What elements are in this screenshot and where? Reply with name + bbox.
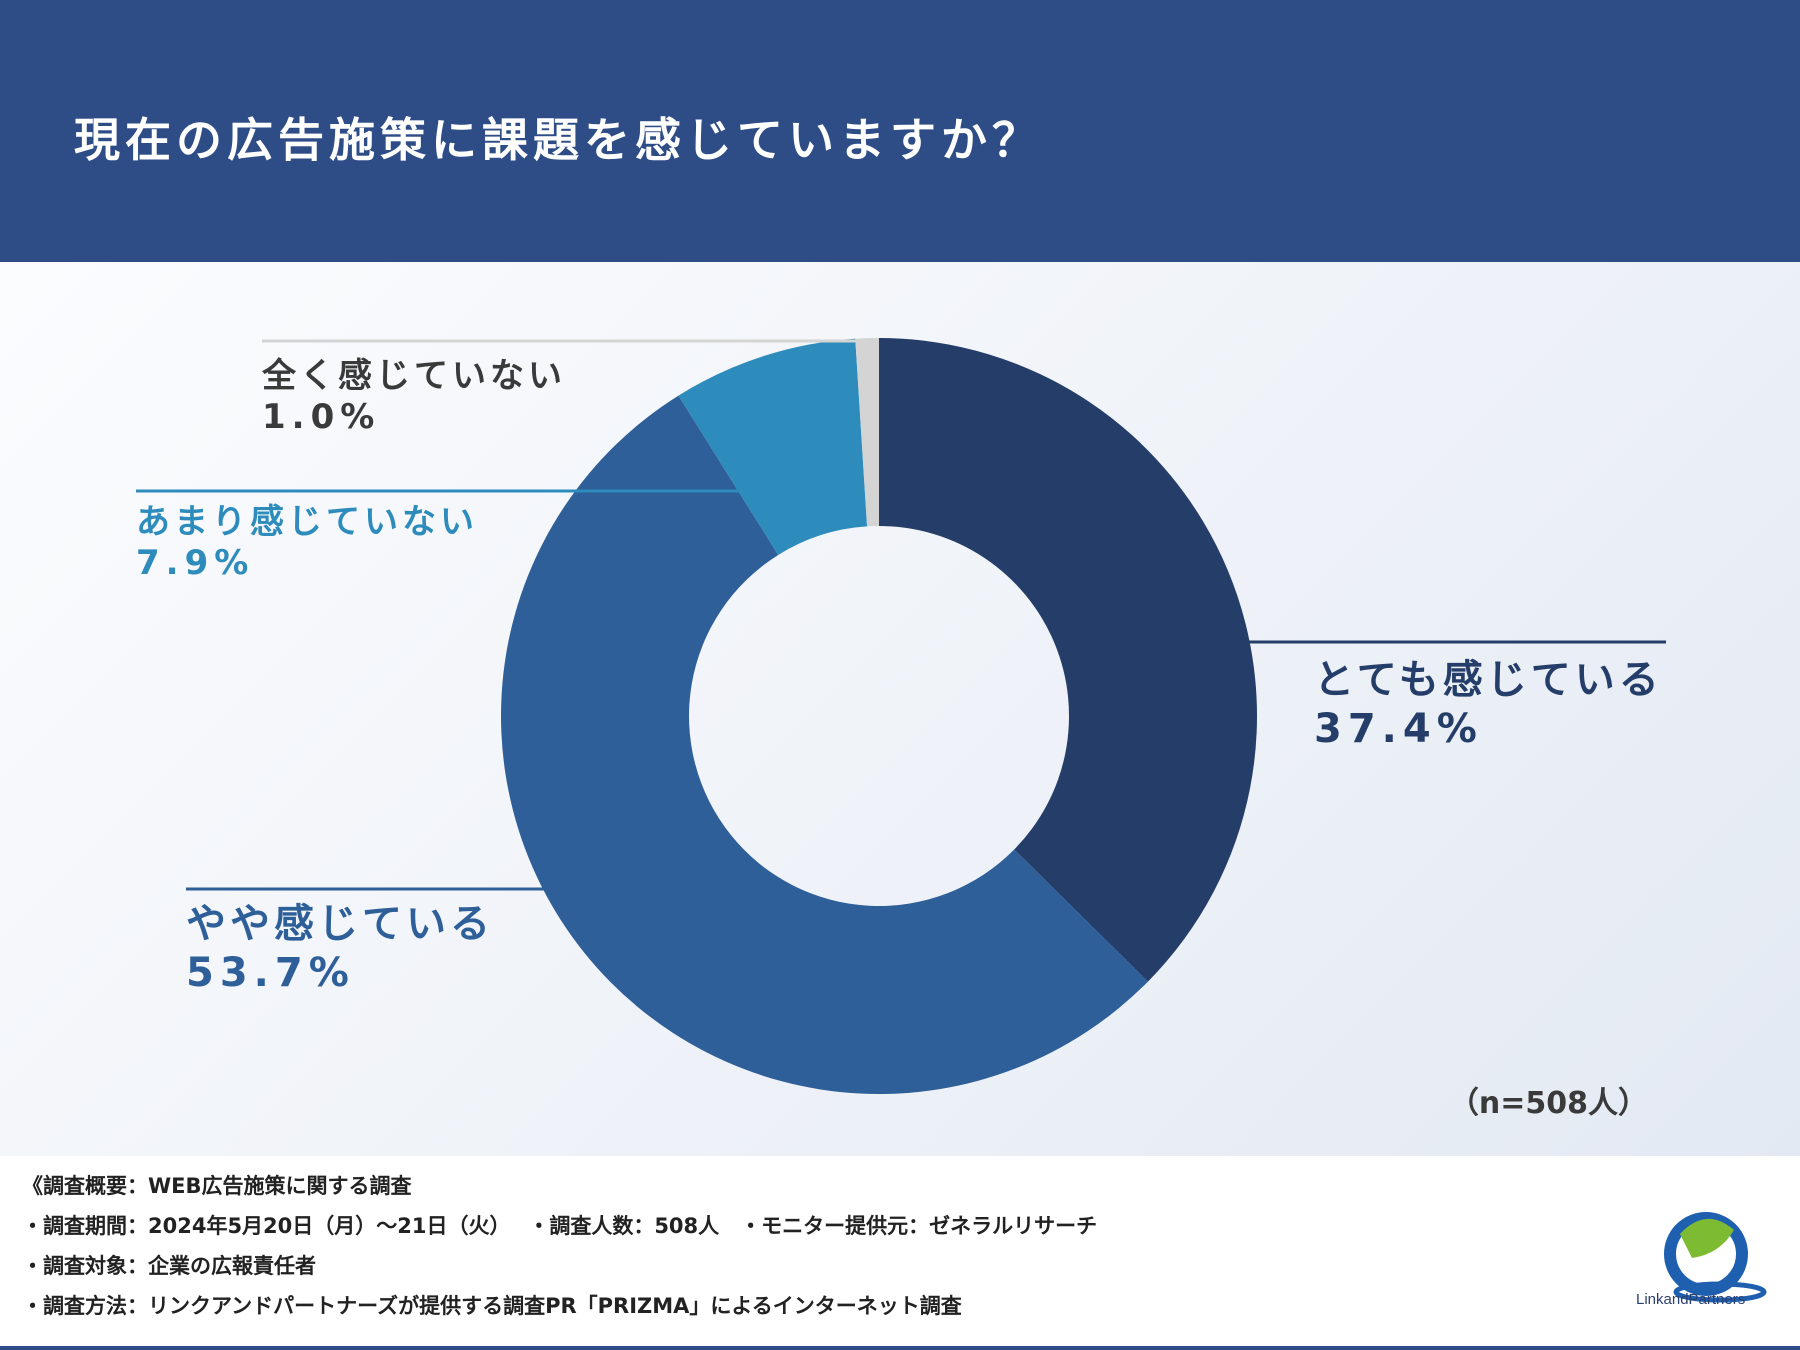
slice-not-at-all — [855, 338, 879, 527]
label-not-much-name: あまり感じていない — [136, 502, 478, 542]
page-title: 現在の広告施策に課題を感じていますか？ — [74, 113, 1043, 167]
label-not-at-all-value: 1.0% — [262, 397, 381, 438]
bottom-rule — [0, 1346, 1800, 1350]
label-very-much: とても感じている 37.4% — [1314, 656, 1663, 754]
slice-not-much — [678, 338, 868, 555]
header-band: 現在の広告施策に課題を感じていますか？ — [0, 0, 1800, 262]
footer-period: ・調査期間：2024年5月20日（月）～21日（火） ・調査人数：508人 ・モ… — [22, 1214, 1098, 1238]
footer-method: ・調査方法：リンクアンドパートナーズが提供する調査PR「PRIZMA」によるイン… — [22, 1294, 962, 1318]
label-very-much-name: とても感じている — [1314, 657, 1663, 703]
slice-very-much — [879, 338, 1257, 982]
footer-overview: 《調査概要：WEB広告施策に関する調査 — [22, 1174, 412, 1198]
survey-footer — [0, 1156, 1800, 1350]
label-somewhat-name: やや感じている — [186, 901, 494, 947]
label-somewhat-value: 53.7% — [186, 949, 355, 996]
sample-size: （n=508人） — [1448, 1086, 1648, 1121]
label-not-much-value: 7.9% — [136, 543, 255, 584]
label-somewhat: やや感じている 53.7% — [186, 900, 494, 998]
footer-target: ・調査対象：企業の広報責任者 — [22, 1254, 316, 1278]
label-not-at-all: 全く感じていない 1.0% — [262, 356, 566, 439]
label-not-at-all-name: 全く感じていない — [262, 356, 566, 396]
slice-somewhat — [500, 395, 1148, 1095]
label-not-much: あまり感じていない 7.9% — [136, 502, 478, 585]
logo-text: LinkandPartners — [1636, 1291, 1746, 1308]
label-very-much-value: 37.4% — [1314, 705, 1483, 752]
donut-chart — [136, 338, 1666, 1095]
company-logo-icon — [1664, 1212, 1767, 1303]
